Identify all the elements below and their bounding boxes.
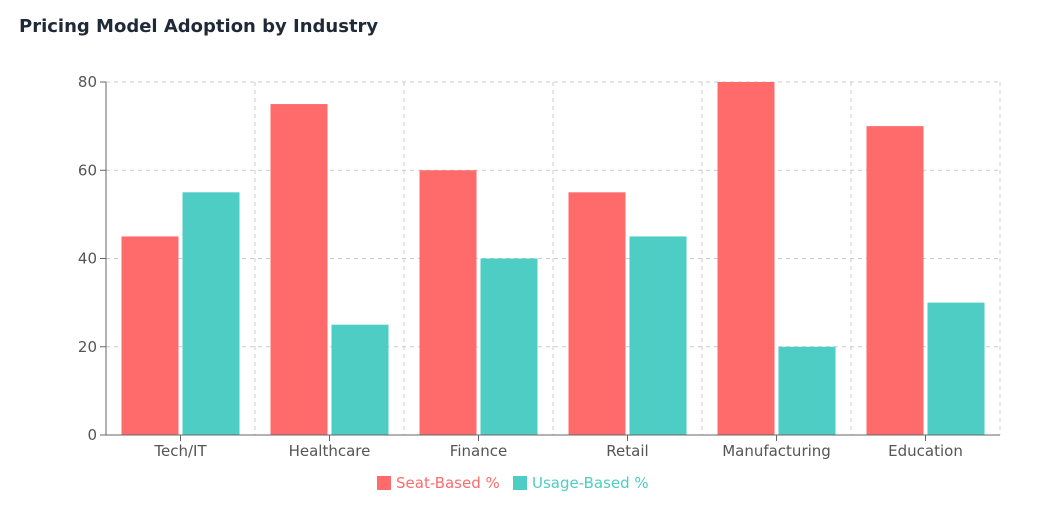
grid [106,81,1001,435]
legend-swatch [377,476,391,490]
y-tick-label: 80 [78,73,97,91]
y-tick-label: 0 [87,426,97,444]
x-tick-label: Healthcare [289,442,371,460]
x-tick-label: Education [888,442,963,460]
bar-usage-based-tech-it[interactable] [182,192,240,435]
legend-item-usage-based[interactable]: Usage-Based % [513,474,649,492]
legend-label: Seat-Based % [396,474,500,492]
bars [121,82,985,436]
chart-title: Pricing Model Adoption by Industry [19,16,379,37]
x-tick-label: Finance [450,442,507,460]
bar-usage-based-healthcare[interactable] [331,324,389,435]
bar-usage-based-finance[interactable] [480,258,538,436]
x-ticks: Tech/IT Healthcare Finance Retail Manufactur… [153,435,963,460]
bar-seat-based-retail[interactable] [568,192,626,435]
x-tick-label: Retail [606,442,648,460]
bar-usage-based-education[interactable] [927,302,985,435]
bar-usage-based-retail[interactable] [629,236,687,435]
bar-seat-based-manufacturing[interactable] [717,82,775,435]
y-tick-label: 20 [78,338,97,356]
legend-item-seat-based[interactable]: Seat-Based % [377,474,500,492]
x-tick-label: Tech/IT [153,442,207,460]
x-tick-label: Manufacturing [722,442,831,460]
bar-seat-based-tech-it[interactable] [121,236,179,435]
legend[interactable]: Seat-Based % Usage-Based % [377,474,649,492]
y-ticks: 0 20 40 60 80 [78,73,106,444]
bar-seat-based-healthcare[interactable] [270,104,328,435]
y-tick-label: 40 [78,250,97,268]
bar-usage-based-manufacturing[interactable] [778,346,836,435]
bar-seat-based-finance[interactable] [419,170,477,435]
legend-swatch [513,476,527,490]
y-tick-label: 60 [78,161,97,179]
bar-seat-based-education[interactable] [866,126,924,435]
legend-label: Usage-Based % [532,474,649,492]
